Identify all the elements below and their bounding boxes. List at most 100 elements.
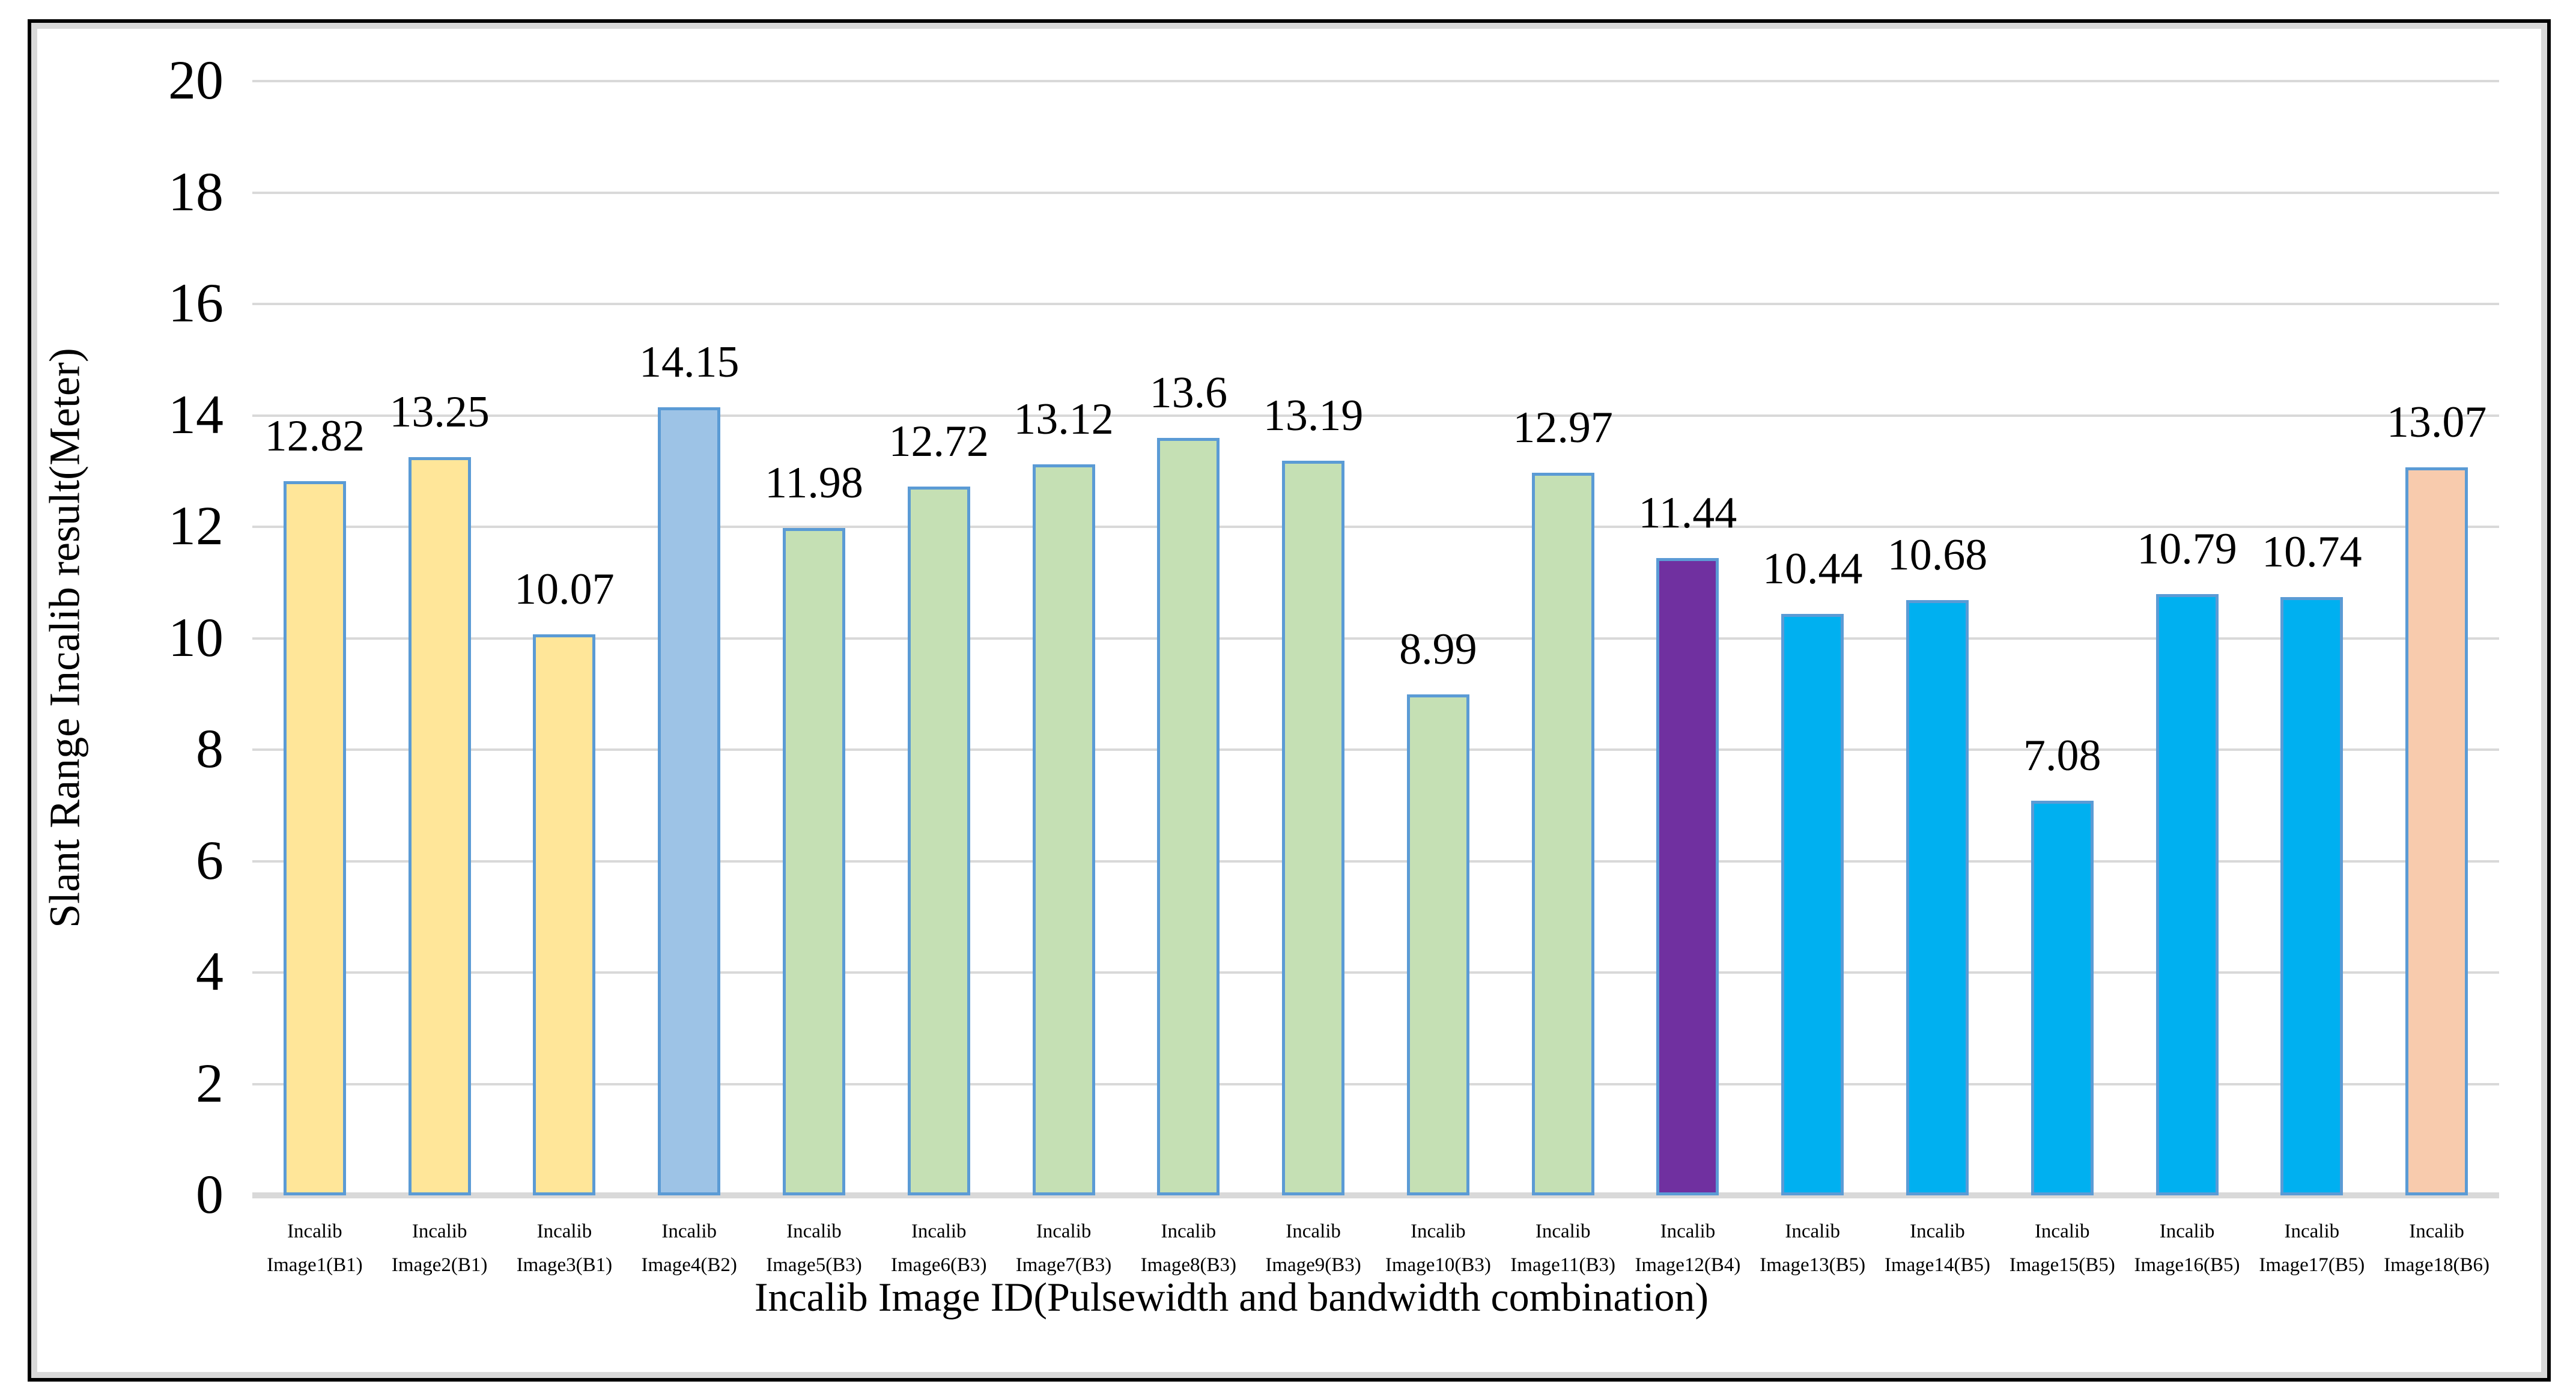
bar: [408, 457, 471, 1195]
x-axis-tick-label-line1: Incalib: [2159, 1221, 2215, 1242]
x-axis-tick-label: Incalib Image5(B3): [742, 1215, 886, 1282]
y-axis-tick-label: 0: [196, 1164, 223, 1225]
bar: [1906, 600, 1969, 1195]
x-axis-tick-label-line2: Image15(B5): [2009, 1254, 2115, 1276]
bar: [2155, 594, 2219, 1195]
x-axis-tick-label-line2: Image1(B1): [267, 1254, 363, 1276]
x-axis-tick-label-line2: Image16(B5): [2134, 1254, 2240, 1276]
bar: [782, 527, 845, 1195]
x-axis-tick-label-line2: Image8(B3): [1140, 1254, 1237, 1276]
x-axis-tick-label-line1: Incalib: [1535, 1221, 1591, 1242]
bar-value-label: 13.12: [1013, 395, 1114, 445]
y-axis-tick-label: 2: [196, 1052, 223, 1114]
x-axis-tick-label-line1: Incalib: [287, 1221, 342, 1242]
y-axis-tick-label: 14: [168, 383, 223, 445]
bar-slot: 13.19 Incalib Image9(B3): [1251, 81, 1376, 1276]
gridline: [252, 526, 2499, 528]
bar: [1282, 460, 1345, 1195]
y-axis-tick-label: 8: [196, 718, 223, 780]
bar-value-label: 11.98: [765, 458, 863, 508]
bar-value-label: 14.15: [639, 337, 740, 387]
bar-value-label: 12.82: [264, 411, 365, 461]
x-axis-tick-label: Incalib Image18(B6): [2365, 1215, 2509, 1282]
bar-slot: 10.74 Incalib Image17(B5): [2249, 81, 2374, 1276]
bar-slot: 12.72 Incalib Image6(B3): [876, 81, 1001, 1276]
bar-slot: 11.44 Incalib Image12(B4): [1626, 81, 1751, 1276]
x-axis-tick-label: Incalib Image1(B1): [243, 1215, 387, 1282]
gridline: [252, 860, 2499, 863]
x-axis-tick-label-line1: Incalib: [1161, 1221, 1217, 1242]
x-axis-tick-label: Incalib Image8(B3): [1116, 1215, 1260, 1282]
bar-value-label: 13.07: [2386, 397, 2487, 447]
bar-slot: 8.99 Incalib Image10(B3): [1376, 81, 1501, 1276]
bar-value-label: 8.99: [1399, 625, 1477, 675]
gridline: [252, 748, 2499, 751]
bar-value-label: 10.07: [514, 565, 615, 615]
x-axis-tick-label-line1: Incalib: [661, 1221, 717, 1242]
y-axis-tick-label: 12: [168, 495, 223, 557]
y-axis-tick-label: 10: [168, 606, 223, 668]
x-axis-tick-label-line2: Image18(B6): [2384, 1254, 2490, 1276]
bar: [2280, 596, 2344, 1195]
x-axis-tick-label: Incalib Image7(B3): [992, 1215, 1136, 1282]
x-axis-tick-label-line2: Image7(B3): [1015, 1254, 1112, 1276]
x-axis-tick-label-line1: Incalib: [1036, 1221, 1092, 1242]
x-axis-tick-label-line1: Incalib: [1785, 1221, 1841, 1242]
x-axis-tick-label-line2: Image12(B4): [1635, 1254, 1741, 1276]
chart-inner-border: [31, 23, 2547, 1378]
bar-value-label: 7.08: [2023, 731, 2101, 781]
bar: [1531, 473, 1594, 1195]
gridline: [252, 971, 2499, 974]
bar-value-label: 11.44: [1638, 488, 1737, 538]
bar-value-label: 10.44: [1762, 544, 1863, 593]
x-axis-title: Incalib Image ID(Pulsewidth and bandwidt…: [754, 1274, 1709, 1320]
chart-outer-border: [28, 19, 2551, 1382]
gridline: [252, 1082, 2499, 1085]
x-axis-tick-label: Incalib Image16(B5): [2115, 1215, 2259, 1282]
bar-slot: 13.6 Incalib Image8(B3): [1126, 81, 1251, 1276]
gridline: [252, 637, 2499, 640]
x-axis-tick-label-line2: Image3(B1): [516, 1254, 613, 1276]
bar: [1781, 613, 1844, 1195]
bar: [2031, 801, 2094, 1195]
y-axis-tick-label: 18: [168, 160, 223, 222]
plot-area: 20 18 16 14 12 10 8 6 4 2 0 12.82 Incalib Image1(B1) 1…: [168, 52, 2499, 1276]
y-axis-tick-label: 16: [168, 272, 223, 334]
x-axis-tick-label-line2: Image4(B2): [641, 1254, 737, 1276]
bar-slot: 14.15 Incalib Image4(B2): [627, 81, 752, 1276]
bar-slot: 7.08 Incalib Image15(B5): [2000, 81, 2125, 1276]
bar-slot: 10.79 Incalib Image16(B5): [2125, 81, 2250, 1276]
bar-slot: 13.12 Incalib Image7(B3): [1001, 81, 1126, 1276]
bar-value-label: 10.74: [2262, 527, 2362, 577]
gridline: [252, 191, 2499, 194]
bar-value-label: 13.19: [1263, 390, 1364, 440]
x-axis-tick-label: Incalib Image13(B5): [1740, 1215, 1885, 1282]
x-axis-tick-label: Incalib Image4(B2): [617, 1215, 761, 1282]
x-axis-tick-label: Incalib Image11(B3): [1491, 1215, 1635, 1282]
bar: [283, 481, 346, 1195]
gridline: [252, 303, 2499, 305]
x-axis-tick-label: Incalib Image3(B1): [492, 1215, 636, 1282]
x-axis-tick-label-line1: Incalib: [1660, 1221, 1716, 1242]
y-axis-tick-label: 20: [168, 49, 223, 111]
x-axis-tick-label-line2: Image14(B5): [1885, 1254, 1990, 1276]
x-axis-tick-label: Incalib Image15(B5): [1990, 1215, 2134, 1282]
x-axis-tick-label-line1: Incalib: [2034, 1221, 2090, 1242]
bar-value-label: 13.25: [389, 387, 490, 437]
x-axis-tick-label-line1: Incalib: [412, 1221, 467, 1242]
x-axis-tick-label-line2: Image9(B3): [1265, 1254, 1361, 1276]
x-axis-tick-label-line1: Incalib: [2409, 1221, 2464, 1242]
bar-value-label: 12.72: [889, 417, 989, 467]
x-axis-tick-label-line2: Image2(B1): [391, 1254, 488, 1276]
x-axis-tick-label: Incalib Image10(B3): [1366, 1215, 1510, 1282]
bar-value-label: 13.6: [1149, 368, 1228, 417]
x-axis-tick-label-line2: Image17(B5): [2259, 1254, 2365, 1276]
x-axis-tick-label-line1: Incalib: [536, 1221, 592, 1242]
bar: [1157, 437, 1220, 1195]
bar-slot: 10.68 Incalib Image14(B5): [1875, 81, 2000, 1276]
x-axis-tick-label-line2: Image5(B3): [766, 1254, 862, 1276]
x-axis-tick-label-line1: Incalib: [911, 1221, 967, 1242]
bar: [2405, 467, 2468, 1195]
x-axis-tick-label: Incalib Image6(B3): [867, 1215, 1011, 1282]
